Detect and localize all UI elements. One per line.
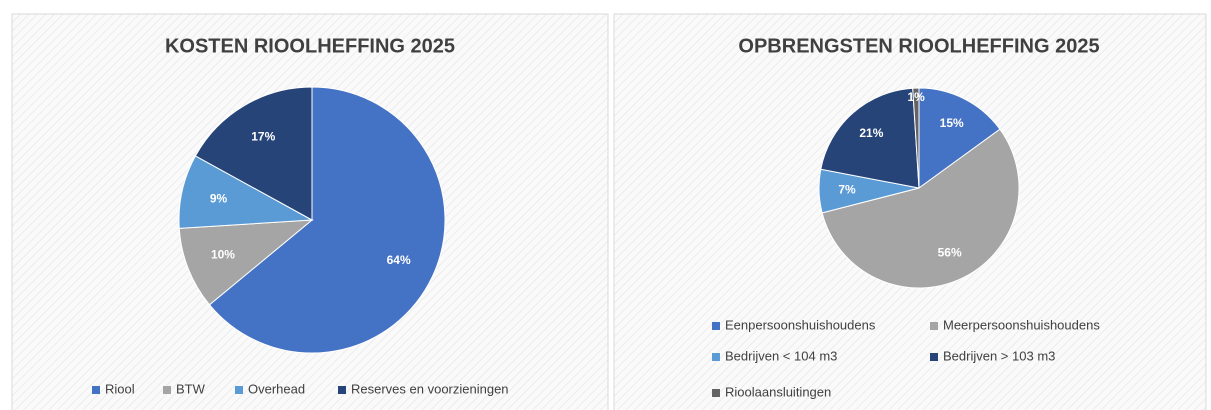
legend-swatch [712, 389, 720, 397]
data-label: 64% [387, 253, 411, 267]
pie-slice [208, 86, 446, 354]
data-label: 9% [210, 191, 228, 205]
legend-swatch [930, 322, 938, 330]
data-label: 56% [938, 245, 962, 259]
pie-slice [821, 128, 1020, 289]
legend-label: Rioolaansluitingen [725, 384, 831, 399]
legend-label: Bedrijven > 103 m3 [943, 348, 1055, 363]
legend-label: Eenpersoonshuishoudens [725, 317, 876, 332]
legend-label: BTW [176, 381, 206, 396]
legend-label: Riool [105, 381, 135, 396]
legend-swatch [338, 386, 346, 394]
data-label: 7% [838, 182, 856, 196]
legend-swatch [712, 322, 720, 330]
pie-slice [194, 86, 313, 221]
pie-slice [820, 87, 920, 189]
legend-label: Reserves en voorzieningen [351, 381, 509, 396]
pie-slice [178, 219, 314, 306]
data-label: 1% [908, 90, 926, 104]
legend-label: Bedrijven < 104 m3 [725, 348, 837, 363]
chart-title: KOSTEN RIOOLHEFFING 2025 [165, 35, 455, 57]
legend-swatch [92, 386, 100, 394]
pie-slice [918, 87, 1001, 189]
pie-slice [912, 87, 920, 189]
data-label: 10% [211, 247, 235, 261]
data-label: 21% [859, 126, 883, 140]
legend-swatch [930, 353, 938, 361]
data-label: 15% [940, 116, 964, 130]
legend-label: Overhead [248, 381, 305, 396]
legend-swatch [235, 386, 243, 394]
legend-label: Meerpersoonshuishoudens [943, 317, 1100, 332]
data-label: 17% [251, 130, 275, 144]
legend-swatch [163, 386, 171, 394]
chart-title: OPBRENGSTEN RIOOLHEFFING 2025 [738, 35, 1099, 57]
legend-swatch [712, 353, 720, 361]
